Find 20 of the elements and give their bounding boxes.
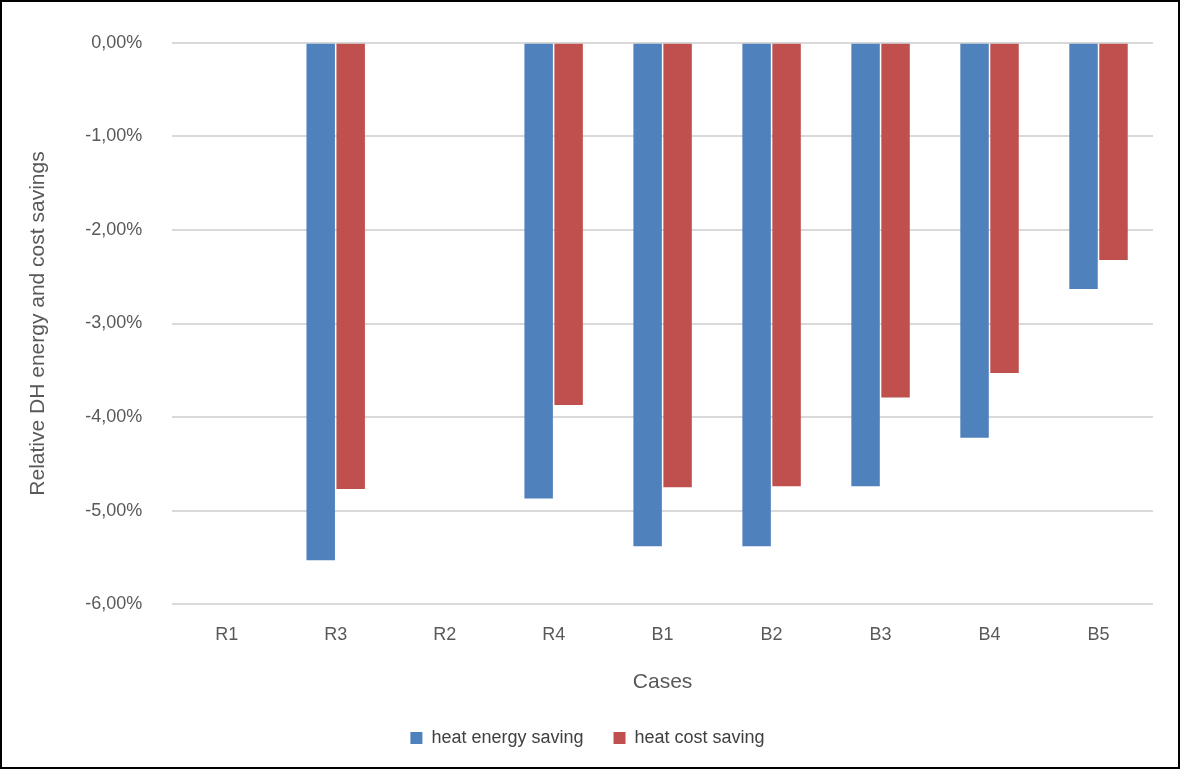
y-tick-label: 0,00% bbox=[91, 31, 143, 52]
x-tick-label: R1 bbox=[215, 623, 239, 644]
x-tick-label: R2 bbox=[433, 623, 457, 644]
x-tick-label: B1 bbox=[651, 623, 674, 644]
y-tick-label: -4,00% bbox=[85, 406, 143, 427]
y-tick-label: -6,00% bbox=[85, 593, 143, 614]
x-tick-label: B3 bbox=[869, 623, 892, 644]
x-axis-title: Cases bbox=[632, 669, 693, 693]
x-tick-label: R4 bbox=[542, 623, 566, 644]
legend-label: heat energy saving bbox=[431, 726, 584, 747]
y-tick-label: -3,00% bbox=[85, 312, 143, 333]
y-tick-label: -5,00% bbox=[85, 499, 143, 520]
x-tick-label: R3 bbox=[324, 623, 348, 644]
y-tick-label: -1,00% bbox=[85, 125, 143, 146]
x-tick-label: B5 bbox=[1087, 623, 1110, 644]
y-axis-title: Relative DH energy and cost savings bbox=[25, 151, 49, 496]
legend-label: heat cost saving bbox=[634, 726, 765, 747]
x-tick-label: B2 bbox=[760, 623, 783, 644]
x-tick-label: B4 bbox=[978, 623, 1001, 644]
y-tick-label: -2,00% bbox=[85, 218, 143, 239]
